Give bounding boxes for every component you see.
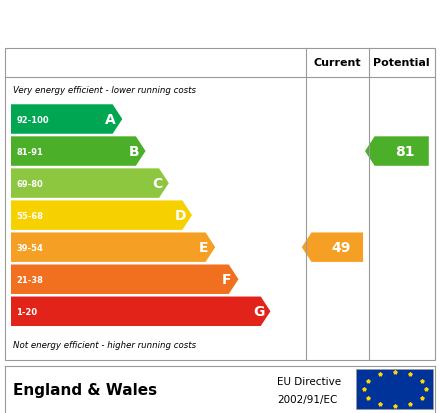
Text: England & Wales: England & Wales <box>13 382 158 397</box>
Polygon shape <box>11 201 192 230</box>
Text: D: D <box>174 209 186 223</box>
Text: EU Directive: EU Directive <box>277 376 341 386</box>
Text: Current: Current <box>313 58 361 68</box>
Polygon shape <box>11 169 169 198</box>
Text: 81: 81 <box>396 145 415 159</box>
Text: 39-54: 39-54 <box>16 243 43 252</box>
Polygon shape <box>11 297 271 326</box>
Text: 69-80: 69-80 <box>16 179 43 188</box>
Text: 21-38: 21-38 <box>16 275 43 284</box>
Text: E: E <box>198 241 208 254</box>
Text: Potential: Potential <box>374 58 430 68</box>
Polygon shape <box>11 105 122 134</box>
Text: 1-20: 1-20 <box>16 307 37 316</box>
Polygon shape <box>11 265 238 294</box>
Polygon shape <box>11 233 215 262</box>
Text: 49: 49 <box>331 241 351 254</box>
Text: Not energy efficient - higher running costs: Not energy efficient - higher running co… <box>13 341 196 349</box>
Polygon shape <box>11 137 146 166</box>
Text: 2002/91/EC: 2002/91/EC <box>277 394 337 404</box>
Text: A: A <box>105 113 116 127</box>
Text: Very energy efficient - lower running costs: Very energy efficient - lower running co… <box>13 85 196 95</box>
Polygon shape <box>302 233 363 262</box>
Text: 81-91: 81-91 <box>16 147 43 156</box>
Polygon shape <box>365 137 429 166</box>
Text: G: G <box>253 304 264 318</box>
Text: F: F <box>222 273 231 287</box>
Text: B: B <box>128 145 139 159</box>
Bar <box>356 369 433 409</box>
Text: 92-100: 92-100 <box>16 115 49 124</box>
Text: 55-68: 55-68 <box>16 211 43 220</box>
Text: Energy Efficiency Rating: Energy Efficiency Rating <box>11 13 270 32</box>
Text: C: C <box>152 177 162 191</box>
